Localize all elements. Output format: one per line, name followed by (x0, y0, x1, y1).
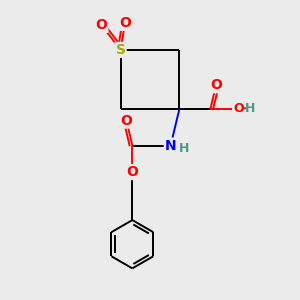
Text: O: O (95, 18, 107, 32)
Text: H: H (244, 102, 255, 115)
Text: O: O (121, 114, 132, 128)
Text: O: O (210, 78, 222, 92)
Text: O: O (119, 16, 131, 30)
Text: -: - (242, 102, 247, 115)
Text: O: O (233, 102, 244, 115)
Text: O: O (126, 165, 138, 179)
Text: N: N (165, 139, 176, 153)
Text: H: H (179, 142, 189, 155)
Text: S: S (116, 43, 126, 57)
